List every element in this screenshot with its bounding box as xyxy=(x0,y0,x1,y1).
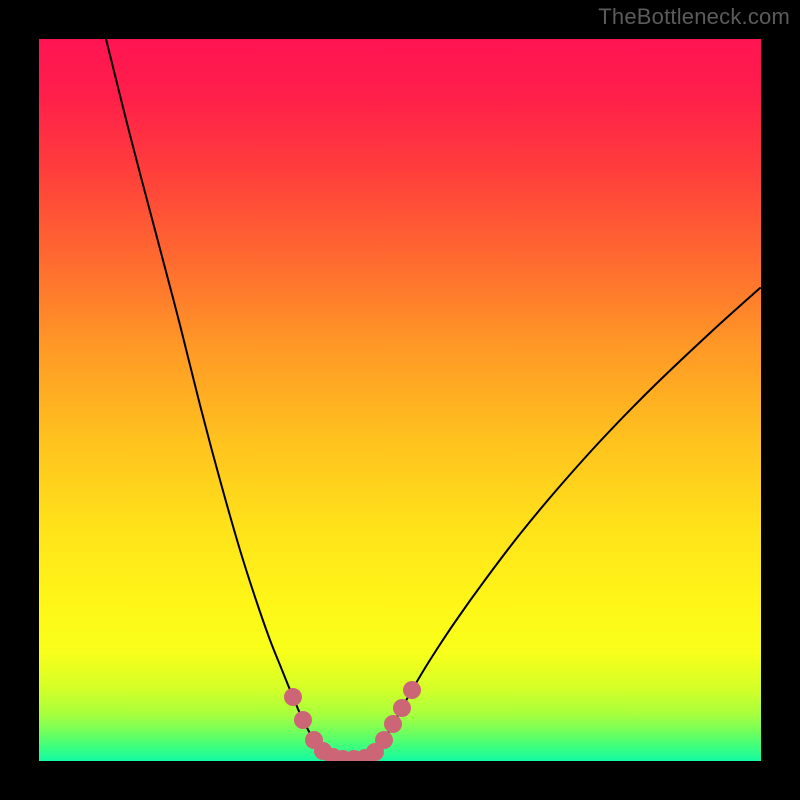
curve-marker xyxy=(284,688,302,706)
curve-marker xyxy=(294,711,312,729)
curve-marker xyxy=(403,681,421,699)
curve-marker xyxy=(384,715,402,733)
curve-marker xyxy=(375,731,393,749)
curve-marker xyxy=(393,699,411,717)
watermark-text: TheBottleneck.com xyxy=(598,4,790,30)
gradient-plot-area xyxy=(39,39,761,761)
bottleneck-curve-chart xyxy=(0,0,800,800)
chart-container: TheBottleneck.com xyxy=(0,0,800,800)
